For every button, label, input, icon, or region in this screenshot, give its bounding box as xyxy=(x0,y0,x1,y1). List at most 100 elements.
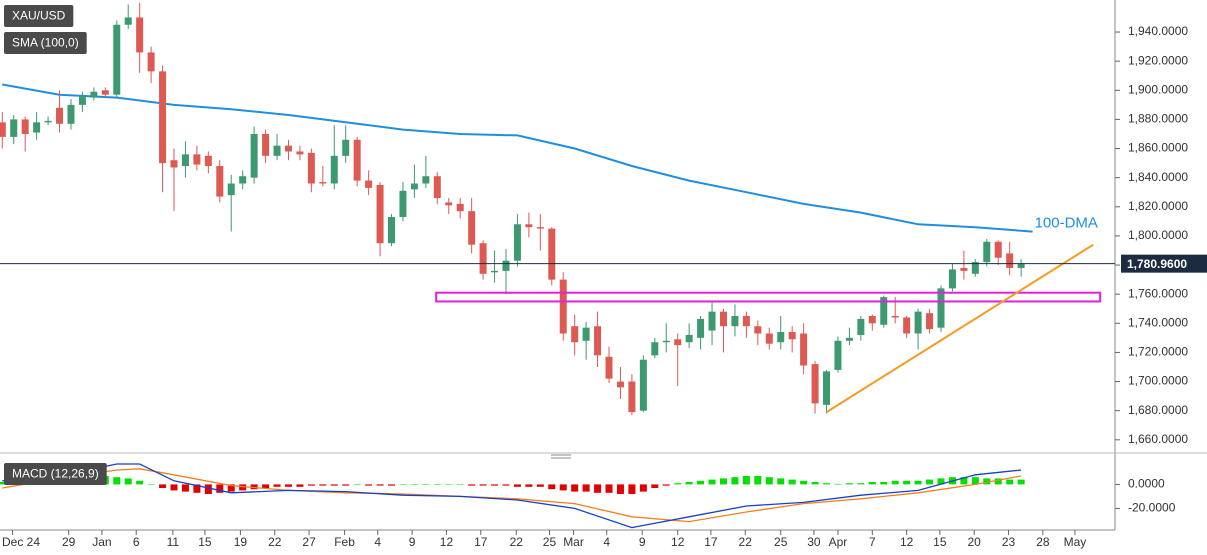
histogram-bar xyxy=(788,479,796,485)
candle-body xyxy=(307,152,315,184)
histogram-bar xyxy=(1006,479,1014,485)
candle-body xyxy=(204,155,212,167)
histogram-bar xyxy=(456,484,464,485)
support-zone xyxy=(435,291,1102,303)
candle-body xyxy=(239,176,247,184)
y-tick-label: 1,880.0000 xyxy=(1128,112,1188,126)
histogram-bar xyxy=(342,484,350,486)
x-tick-label: Feb xyxy=(334,535,355,549)
candle-body xyxy=(777,332,785,343)
histogram-bar xyxy=(410,484,418,485)
candle-body xyxy=(559,279,567,334)
histogram-bar xyxy=(513,484,521,487)
x-tick-label: 28 xyxy=(1036,535,1050,549)
candle-body xyxy=(433,176,441,199)
sma-line xyxy=(2,83,1033,233)
candle-body xyxy=(136,17,144,53)
x-tick-label: 22 xyxy=(510,535,524,549)
candle-body xyxy=(273,145,281,156)
trendline xyxy=(825,243,1094,413)
histogram-bar xyxy=(422,484,430,485)
candle-body xyxy=(21,119,29,134)
legend-sma-box xyxy=(4,32,87,54)
candle-body xyxy=(78,96,86,105)
candle-body xyxy=(456,203,464,212)
x-tick-label: 4 xyxy=(374,535,381,549)
candle-body xyxy=(628,381,636,413)
histogram-bar xyxy=(479,484,487,486)
candle-body xyxy=(445,202,453,206)
histogram-bar xyxy=(880,482,888,485)
histogram-bar xyxy=(262,484,270,488)
candle-body xyxy=(708,311,716,331)
x-tick-label: 15 xyxy=(198,535,212,549)
y-tick-label: 1,900.0000 xyxy=(1128,82,1188,96)
candle-body xyxy=(491,270,499,273)
x-tick-label: 29 xyxy=(62,535,76,549)
histogram-bar xyxy=(284,484,292,487)
histogram-bar xyxy=(960,477,968,485)
candle-body xyxy=(10,119,18,137)
candle-body xyxy=(479,243,487,274)
candle-body xyxy=(845,337,853,341)
candle-body xyxy=(788,332,796,340)
histogram-bar xyxy=(742,476,750,485)
candle-body xyxy=(410,183,418,190)
histogram-bar xyxy=(674,483,682,485)
histogram-bar xyxy=(765,477,773,485)
histogram-bar xyxy=(239,484,247,491)
macd-legend: MACD (12,26,9) xyxy=(12,467,99,481)
histogram-bar xyxy=(319,484,327,486)
candle-body xyxy=(342,139,350,156)
histogram-bar xyxy=(548,484,556,490)
legend-symbol-box xyxy=(4,5,74,27)
histogram-bar xyxy=(502,484,510,486)
histogram-bar xyxy=(136,480,144,485)
x-tick-label: 15 xyxy=(933,535,947,549)
histogram-bar xyxy=(605,484,613,493)
histogram-bar xyxy=(708,479,716,485)
candle-body xyxy=(296,151,304,155)
histogram-bar xyxy=(559,484,567,491)
candle-body xyxy=(903,317,911,334)
x-tick-label: 7 xyxy=(869,535,876,549)
candle-body xyxy=(948,269,956,289)
candle-body xyxy=(56,107,64,124)
y-tick-label: 1,680.0000 xyxy=(1128,403,1188,417)
histogram-bar xyxy=(937,478,945,485)
histogram-bar xyxy=(868,482,876,485)
histogram-bar xyxy=(204,484,212,494)
candle-body xyxy=(284,145,292,152)
candle-body xyxy=(170,160,178,168)
candle-body xyxy=(639,359,647,411)
candle-body xyxy=(719,311,727,327)
candle-body xyxy=(914,311,922,334)
x-tick-label: Jan xyxy=(92,535,111,549)
candle-body xyxy=(823,371,831,405)
y-tick-label: 1,660.0000 xyxy=(1128,432,1188,446)
candle-body xyxy=(662,340,670,343)
x-tick-label: 12 xyxy=(900,535,914,549)
x-tick-label: 27 xyxy=(302,535,316,549)
candle-body xyxy=(227,183,235,196)
candle-body xyxy=(513,224,521,261)
candle-body xyxy=(216,166,224,197)
candle-body xyxy=(90,91,98,98)
last-price-box xyxy=(1121,254,1207,273)
x-tick-label: 11 xyxy=(167,535,180,549)
y-tick-label: 1,760.0000 xyxy=(1128,286,1188,300)
histogram-bar xyxy=(697,480,705,485)
histogram-bar xyxy=(307,484,315,486)
x-tick-label: Dec 24 xyxy=(2,535,40,549)
candle-body xyxy=(926,313,934,330)
candle-body xyxy=(937,288,945,328)
candle-body xyxy=(525,224,533,228)
y-tick-label: 1,700.0000 xyxy=(1128,374,1188,388)
x-tick-label: 12 xyxy=(671,535,685,549)
candle-body xyxy=(67,104,75,124)
y-tick-label: 1,740.0000 xyxy=(1128,315,1188,329)
histogram-bar xyxy=(754,476,762,485)
candle-body xyxy=(582,327,590,341)
candle-body xyxy=(811,364,819,404)
